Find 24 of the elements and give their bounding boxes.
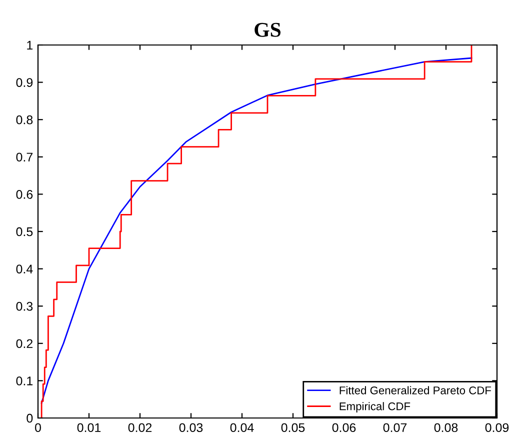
legend-label: Fitted Generalized Pareto CDF <box>340 386 492 394</box>
x-tick-label: 0.08 <box>434 423 458 432</box>
legend-label: Empirical CDF <box>340 402 410 412</box>
y-tick-label: 0.7 <box>16 152 33 162</box>
y-tick-label: 0.9 <box>16 78 33 87</box>
y-tick-label: 0.2 <box>16 339 33 348</box>
x-tick-label: 0.05 <box>281 423 305 432</box>
x-tick-label: 0.04 <box>230 423 254 432</box>
y-tick-label: 1 <box>27 40 33 50</box>
y-tick-label: 0 <box>26 414 33 423</box>
y-tick-label: 0.6 <box>16 190 33 199</box>
y-tick-label: 0.4 <box>16 264 33 274</box>
x-tick-label: 0.02 <box>128 423 152 432</box>
x-tick-label: 0.06 <box>332 423 356 432</box>
x-tick-label: 0.03 <box>179 423 203 432</box>
x-tick-label: 0.01 <box>77 423 101 432</box>
y-tick-label: 0.3 <box>16 302 33 311</box>
x-tick-label: 0 <box>35 423 41 432</box>
x-tick-label: 0.09 <box>485 423 509 432</box>
x-tick-label: 0.07 <box>383 423 407 432</box>
y-tick-label: 0.5 <box>16 227 33 236</box>
chart-title: GS <box>254 22 281 37</box>
y-tick-label: 0.8 <box>16 115 33 124</box>
y-tick-label: 0.1 <box>16 376 33 386</box>
